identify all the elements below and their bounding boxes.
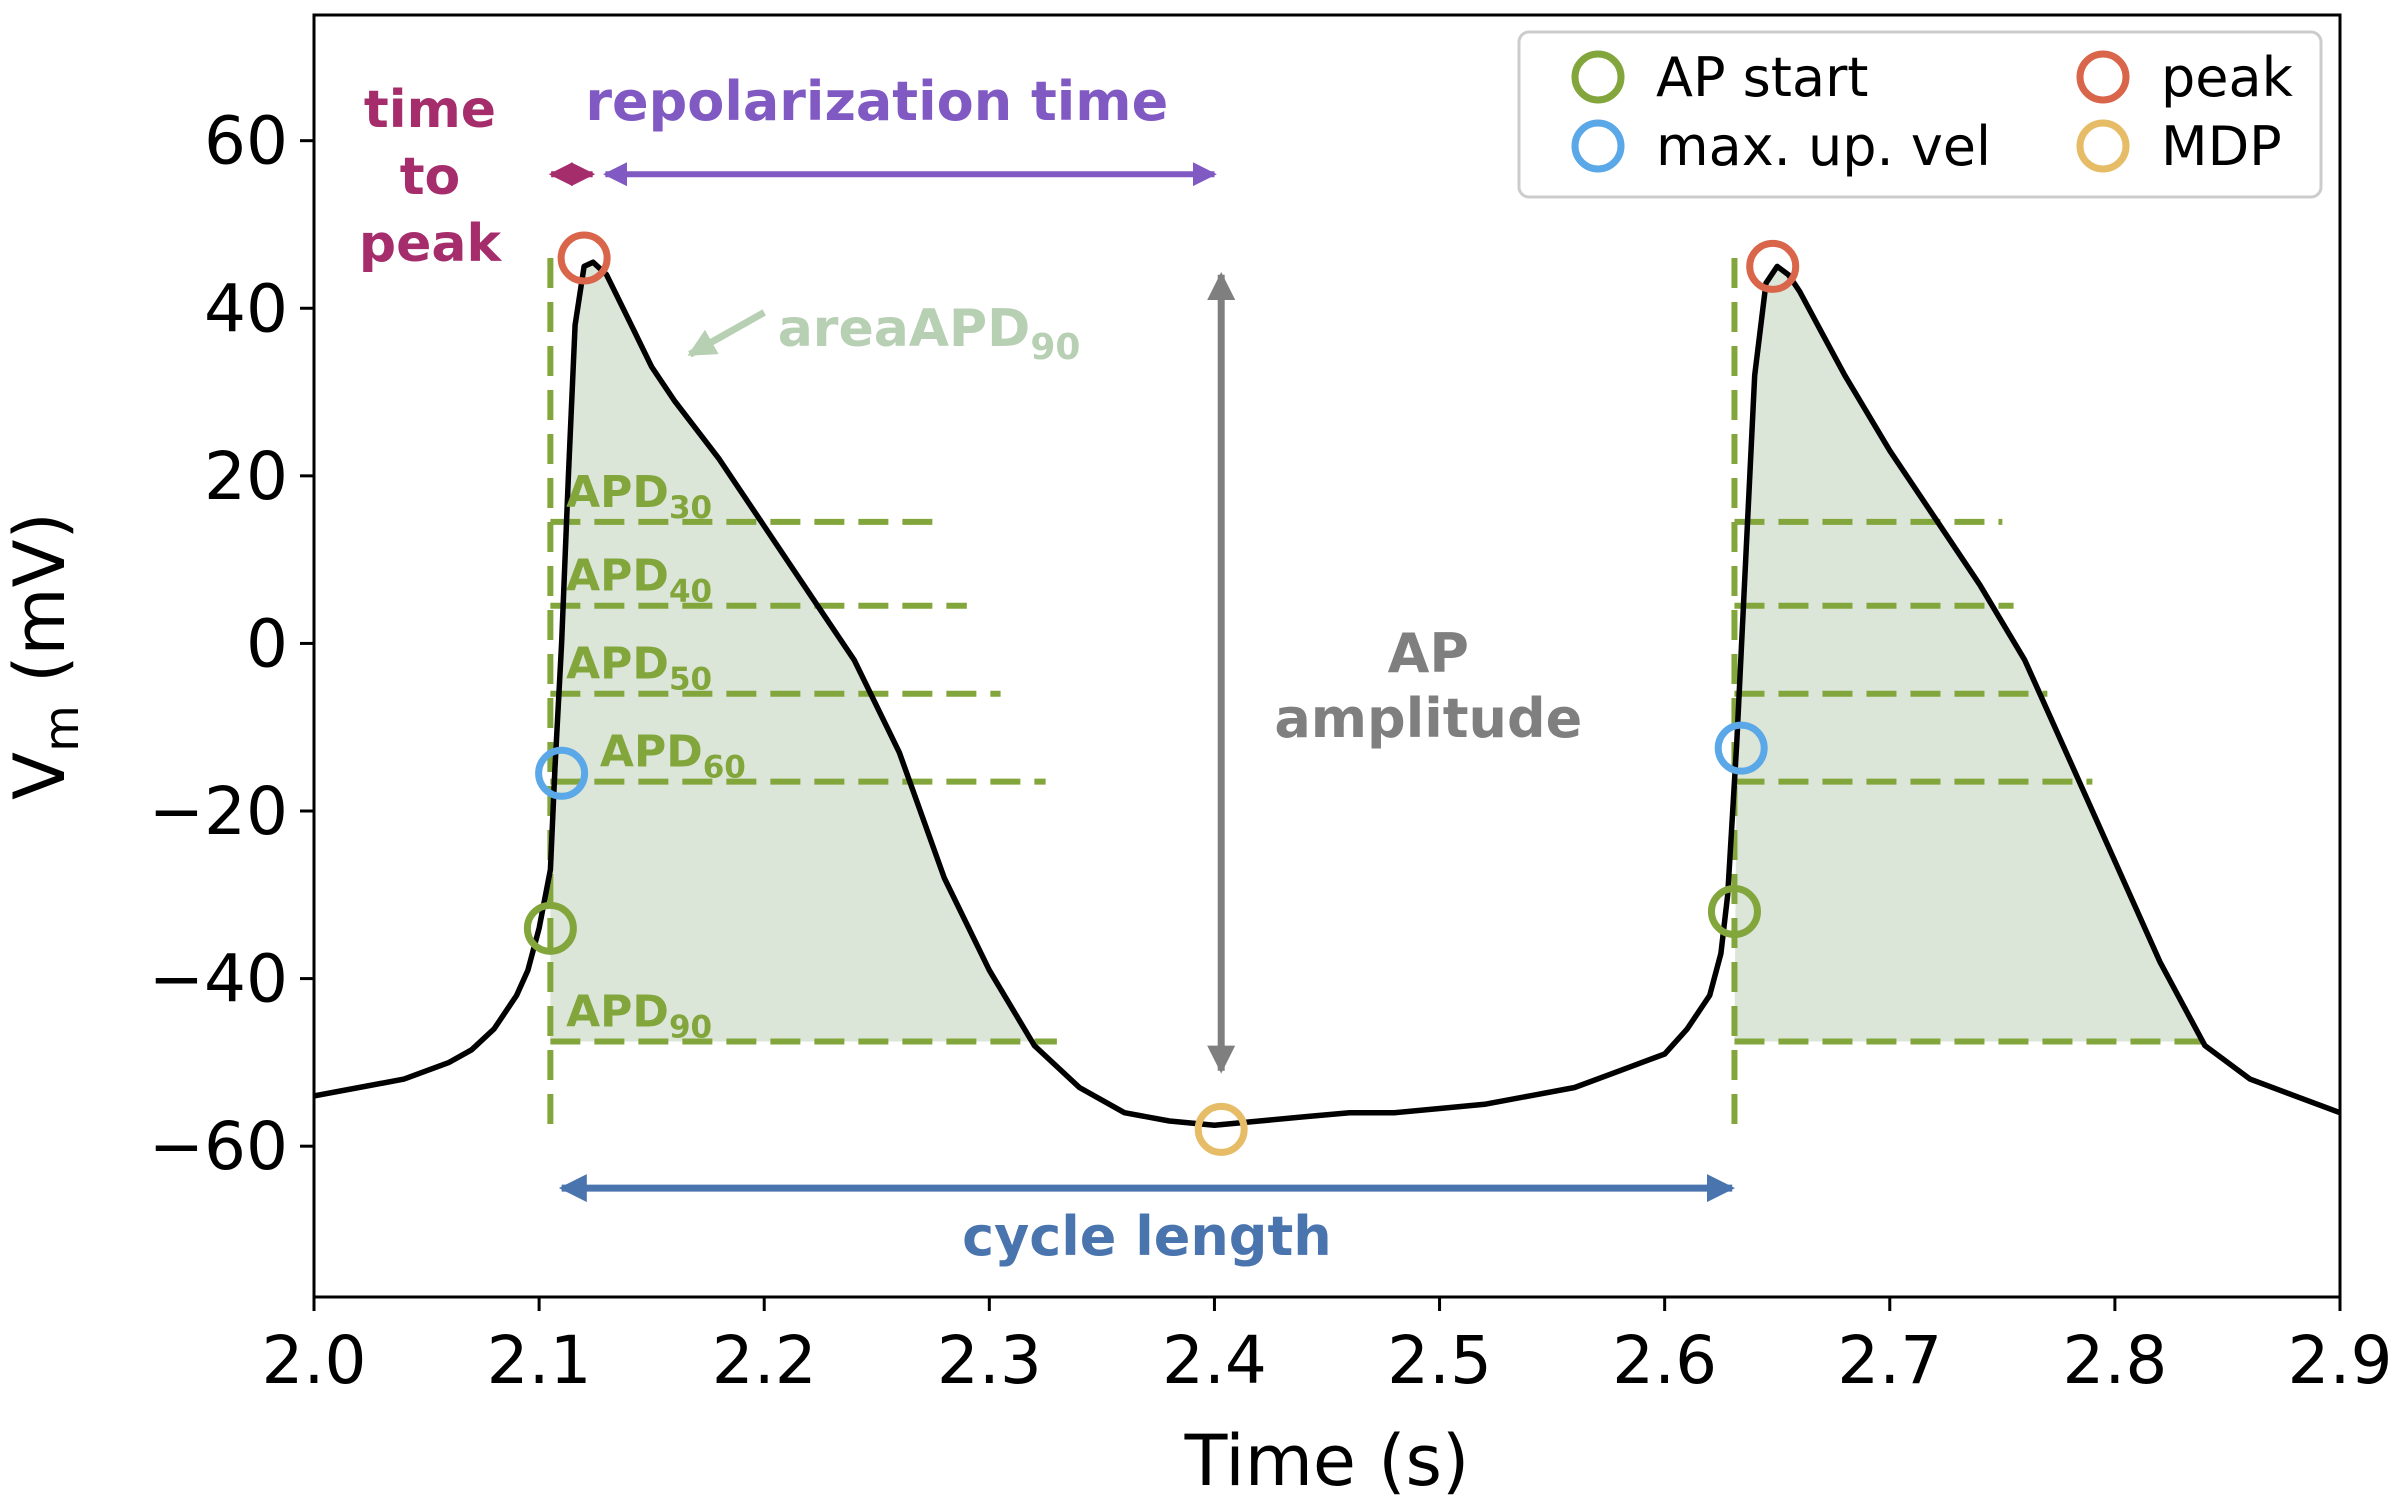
max-up-vel-marker-1 <box>535 746 589 800</box>
ap-amplitude-label-2-main: amplitude <box>1274 687 1582 750</box>
y-axis-title-unit: (mV) <box>0 512 81 683</box>
ap-start-marker-1 <box>523 901 577 955</box>
apd90-area-layer <box>550 262 2217 1042</box>
plot-frame <box>312 13 2342 1299</box>
legend-label-2: max. up. vel <box>1656 115 1991 178</box>
apd90-area-2 <box>1734 266 2217 1042</box>
time-to-peak-label-3: peak <box>359 214 503 274</box>
x-axis-title: Time (s) <box>1184 1420 1470 1500</box>
peak-marker-1 <box>557 231 611 285</box>
y-tick-label-2: −20 <box>149 773 288 850</box>
legend-marker-4 <box>2076 119 2130 173</box>
time-to-peak-label-1-main: time <box>364 80 496 140</box>
x-tick-label-2: 2.2 <box>712 1322 817 1399</box>
mdp-marker-1 <box>1194 1102 1248 1156</box>
x-tick-label-5: 2.5 <box>1387 1322 1492 1399</box>
cycle-length-label: cycle length <box>962 1205 1332 1268</box>
apd30-label-main: APD <box>566 467 669 518</box>
y-tick-label-3: 0 <box>246 605 288 682</box>
x-tick-label-0: 2.0 <box>262 1322 367 1399</box>
apd30-label: APD30 <box>566 467 712 526</box>
apd60-label: APD60 <box>600 727 746 786</box>
apd40-label: APD40 <box>566 551 712 610</box>
time-to-peak-label-2: to <box>400 147 461 207</box>
x-tick-label-3: 2.3 <box>937 1322 1042 1399</box>
repolarization-time-label-main: repolarization time <box>585 70 1168 133</box>
ap-start-marker-2 <box>1707 885 1761 939</box>
y-axis: −60 −40 −20 0 20 40 60 <box>149 103 314 1185</box>
y-axis-title-subscript: m <box>34 705 90 752</box>
ap-amplitude-label-2: amplitude <box>1274 687 1582 750</box>
x-tick-label-9: 2.9 <box>2288 1322 2393 1399</box>
legend-label-3: peak <box>2161 46 2294 109</box>
apd-lines-layer <box>547 257 2217 1130</box>
y-tick-label-0: −60 <box>149 1108 288 1185</box>
legend-label-1: AP start <box>1656 46 1868 109</box>
apd60-label-main: APD <box>600 727 703 778</box>
cycle-length-label-main: cycle length <box>962 1205 1332 1268</box>
x-tick-label-7: 2.7 <box>1837 1322 1942 1399</box>
ap-amplitude-label-1: AP <box>1388 622 1469 685</box>
x-tick-label-6: 2.6 <box>1612 1322 1717 1399</box>
x-tick-label-8: 2.8 <box>2062 1322 2167 1399</box>
x-axis: 2.0 2.1 2.2 2.3 2.4 2.5 2.6 2.7 2.8 2.9 <box>262 1297 2393 1399</box>
legend-marker-1 <box>1571 50 1625 104</box>
annotation-layer: APD30APD40APD50APD60APD90areaAPD90timeto… <box>359 70 1735 1268</box>
peak-marker-2 <box>1746 239 1800 293</box>
time-to-peak-label-1: time <box>364 80 496 140</box>
ap-amplitude-label-1-main: AP <box>1388 622 1469 685</box>
time-to-peak-label-2-main: to <box>400 147 461 207</box>
apd30-label-sub: 30 <box>669 490 712 526</box>
y-tick-label-1: −40 <box>149 941 288 1018</box>
membrane-potential-trace <box>314 259 2340 1128</box>
apd90-label-main: APD <box>566 986 669 1037</box>
legend-marker-2 <box>1571 119 1625 173</box>
y-tick-label-4: 20 <box>204 438 288 515</box>
y-axis-title-symbol: V <box>0 752 81 800</box>
x-tick-label-1: 2.1 <box>487 1322 592 1399</box>
apd40-label-main: APD <box>566 551 669 602</box>
time-to-peak-label-3-main: peak <box>359 214 503 274</box>
y-tick-label-6: 60 <box>204 103 288 180</box>
area-apd90-label: areaAPD90 <box>778 299 1081 368</box>
apd90-label-sub: 90 <box>669 1009 712 1045</box>
area-apd90-label-main: areaAPD <box>778 299 1031 359</box>
area-pointer-arrow <box>687 309 766 358</box>
apd50-label-main: APD <box>566 639 669 690</box>
repolarization-time-label: repolarization time <box>585 70 1168 133</box>
apd60-label-sub: 60 <box>703 750 746 786</box>
x-tick-label-4: 2.4 <box>1162 1322 1267 1399</box>
apd50-label: APD50 <box>566 639 712 698</box>
legend-marker-3 <box>2076 50 2130 104</box>
marker-layer <box>523 231 1800 1156</box>
legend-label-4: MDP <box>2161 115 2282 178</box>
apd90-label: APD90 <box>566 986 712 1045</box>
apd40-label-sub: 40 <box>669 574 712 610</box>
apd50-label-sub: 50 <box>669 662 712 698</box>
y-tick-label-5: 40 <box>204 270 288 347</box>
trace-layer <box>314 259 2340 1128</box>
max-up-vel-marker-2 <box>1714 721 1768 775</box>
y-axis-title: Vm (mV) <box>0 512 90 800</box>
area-apd90-label-sub: 90 <box>1030 327 1080 368</box>
